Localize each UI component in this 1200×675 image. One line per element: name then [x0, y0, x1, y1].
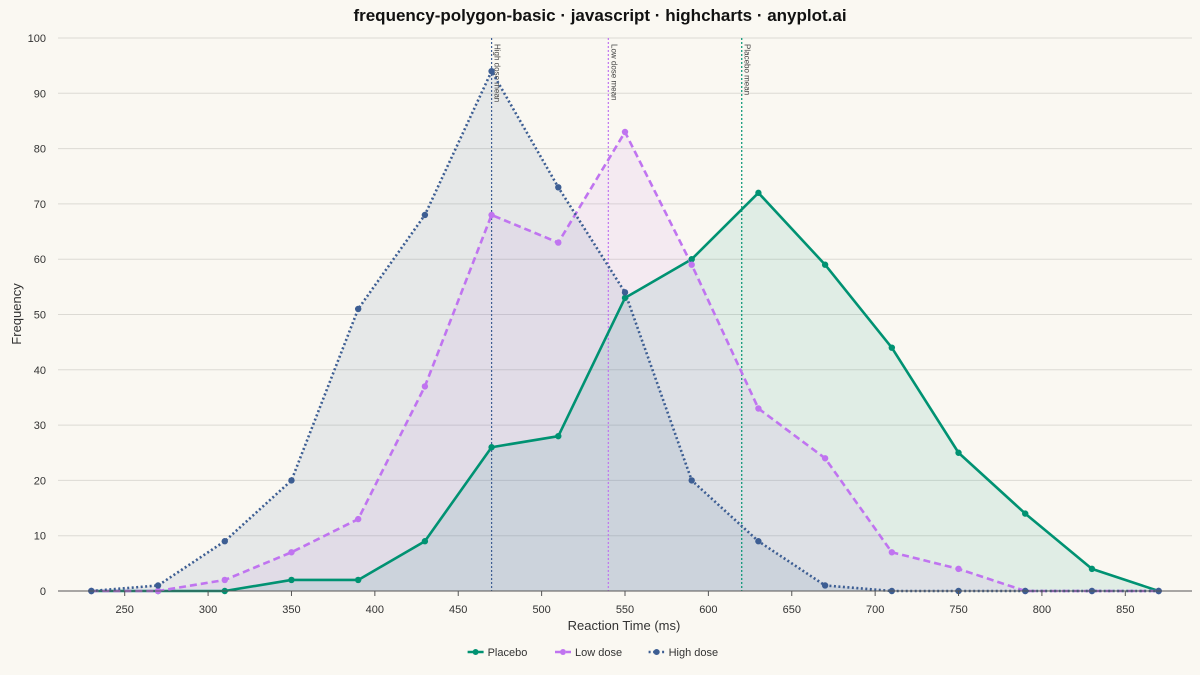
data-point-high-dose[interactable] — [354, 305, 362, 313]
data-point-high-dose[interactable] — [688, 477, 695, 484]
data-point-placebo[interactable] — [421, 538, 429, 545]
mean-plot-lines: High dose mean Low dose mean Placebo mean — [490, 38, 752, 591]
data-point-placebo[interactable] — [755, 189, 762, 197]
legend-symbol-marker — [560, 649, 566, 655]
line-high-dose — [91, 69, 1159, 593]
data-point-low-dose[interactable] — [221, 576, 228, 584]
y-tick-label: 100 — [28, 33, 46, 45]
x-tick-label: 350 — [282, 604, 300, 616]
legend-item-placebo[interactable]: Placebo — [467, 647, 528, 659]
data-point-placebo[interactable] — [354, 576, 362, 584]
x-tick-label: 750 — [949, 604, 967, 616]
data-point-high-dose[interactable] — [288, 477, 295, 484]
data-point-placebo[interactable] — [488, 444, 495, 451]
y-tick-label: 80 — [34, 144, 46, 156]
data-point-placebo[interactable] — [1088, 565, 1096, 573]
data-point-placebo[interactable] — [288, 576, 295, 584]
y-tick-label: 60 — [34, 254, 46, 266]
data-point-placebo[interactable] — [888, 344, 896, 351]
data-point-low-dose[interactable] — [354, 515, 362, 523]
data-point-high-dose[interactable] — [821, 582, 829, 589]
x-tick-label: 500 — [532, 604, 550, 616]
legend-item-high-dose[interactable]: High dose — [648, 647, 719, 659]
mean-line-label: Low dose mean — [609, 44, 618, 100]
data-point-high-dose[interactable] — [221, 538, 228, 545]
mean-line-label: High dose mean — [493, 44, 502, 102]
y-tick-label: 0 — [40, 586, 46, 598]
y-tick-label: 50 — [34, 310, 46, 322]
data-point-high-dose[interactable] — [488, 67, 495, 75]
data-point-high-dose[interactable] — [555, 184, 562, 191]
y-tick-label: 30 — [34, 420, 46, 432]
data-point-low-dose[interactable] — [821, 455, 829, 462]
legend-symbol-marker — [653, 649, 660, 655]
data-point-placebo[interactable] — [621, 294, 629, 302]
legend-symbol-marker — [472, 649, 479, 655]
data-point-high-dose[interactable] — [421, 211, 429, 219]
x-tick-label: 450 — [449, 604, 467, 616]
x-tick-label: 600 — [699, 604, 717, 616]
y-tick-label: 90 — [34, 88, 46, 100]
data-point-high-dose[interactable] — [621, 289, 629, 296]
legend-label[interactable]: High dose — [669, 647, 719, 659]
data-point-low-dose[interactable] — [888, 549, 896, 556]
x-tick-label: 300 — [199, 604, 217, 616]
series-markers[interactable] — [88, 67, 1162, 595]
area-low-dose — [91, 132, 1159, 591]
area-placebo — [91, 192, 1159, 591]
data-point-low-dose[interactable] — [555, 239, 562, 246]
y-tick-label: 70 — [34, 199, 46, 211]
data-point-placebo[interactable] — [688, 256, 695, 263]
data-point-low-dose[interactable] — [488, 211, 495, 219]
legend: Placebo Low dose High dose — [467, 647, 719, 659]
data-point-high-dose[interactable] — [755, 538, 762, 545]
x-tick-label: 800 — [1033, 604, 1051, 616]
data-point-placebo[interactable] — [821, 261, 829, 268]
data-point-placebo[interactable] — [1022, 510, 1029, 517]
data-point-low-dose[interactable] — [688, 261, 695, 268]
y-tick-label: 40 — [34, 365, 46, 377]
data-point-high-dose[interactable] — [154, 582, 162, 589]
x-tick-label: 650 — [783, 604, 801, 616]
legend-label[interactable]: Placebo — [488, 647, 528, 659]
grid-lines — [58, 37, 1192, 592]
x-tick-label: 250 — [116, 604, 134, 616]
y-axis-title: Frequency — [9, 283, 24, 345]
y-tick-label: 10 — [34, 531, 46, 543]
chart-title: frequency-polygon-basic · javascript · h… — [353, 6, 846, 25]
x-axis-title: Reaction Time (ms) — [568, 618, 681, 633]
data-point-low-dose[interactable] — [288, 549, 295, 556]
data-point-low-dose[interactable] — [955, 565, 962, 573]
x-tick-label: 550 — [616, 604, 634, 616]
mean-line-label: Placebo mean — [743, 44, 752, 95]
x-tick-label: 700 — [866, 604, 884, 616]
axes: 0 10 20 30 40 50 60 70 80 90 100 250 300 350 400 450 500… — [28, 33, 1192, 616]
data-point-low-dose[interactable] — [421, 383, 429, 390]
data-point-placebo[interactable] — [555, 432, 562, 440]
data-point-placebo[interactable] — [955, 449, 962, 456]
legend-item-low-dose[interactable]: Low dose — [555, 647, 622, 659]
y-tick-label: 20 — [34, 475, 46, 487]
x-tick-label: 850 — [1116, 604, 1134, 616]
area-high-dose — [91, 71, 1159, 592]
data-point-low-dose[interactable] — [621, 128, 629, 136]
series-areas — [91, 71, 1159, 592]
data-point-low-dose[interactable] — [755, 405, 762, 412]
legend-label[interactable]: Low dose — [575, 647, 622, 659]
x-tick-label: 400 — [366, 604, 384, 616]
